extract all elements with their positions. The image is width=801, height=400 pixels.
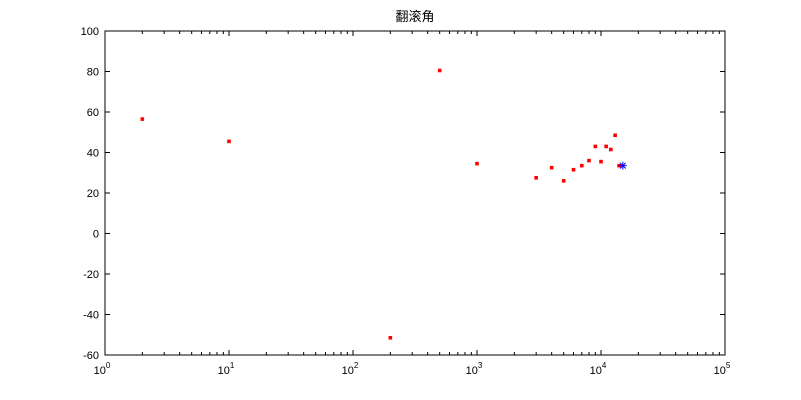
data-point xyxy=(475,161,479,166)
y-tick-label: 20 xyxy=(87,188,99,200)
x-tick-label: 101 xyxy=(218,361,235,377)
star-marker xyxy=(618,161,627,170)
data-point xyxy=(388,335,393,340)
y-tick-label: 80 xyxy=(87,67,99,79)
data-point xyxy=(437,68,442,73)
axis-tick-labels: -60 -40 -20 0 20 40 60 80 100 100 101 102 103 104 105 xyxy=(81,26,731,377)
y-tick-label: 60 xyxy=(87,107,99,119)
plot-area xyxy=(104,30,726,356)
data-point xyxy=(593,144,598,149)
data-point xyxy=(534,176,538,180)
y-tick-label: 100 xyxy=(81,26,99,38)
data-point xyxy=(609,147,613,152)
y-tick-label: 40 xyxy=(87,148,99,160)
data-point xyxy=(140,117,145,121)
data-point xyxy=(599,159,603,164)
data-point xyxy=(561,179,566,183)
data-points xyxy=(140,68,627,340)
y-tick-label: -20 xyxy=(83,269,99,281)
data-point xyxy=(571,167,576,172)
chart-title: 翻滚角 xyxy=(395,9,434,25)
x-tick-label: 100 xyxy=(94,361,111,377)
data-point xyxy=(227,139,231,144)
axis-ticks xyxy=(104,30,726,356)
y-tick-label: -60 xyxy=(83,350,99,362)
x-tick-label: 102 xyxy=(342,361,359,377)
data-point xyxy=(549,165,554,170)
data-point xyxy=(604,144,608,149)
data-point xyxy=(579,163,584,168)
data-point xyxy=(613,133,617,138)
y-tick-label: -40 xyxy=(83,310,99,322)
y-tick-label: 0 xyxy=(93,229,99,241)
x-tick-label: 103 xyxy=(466,361,483,377)
data-point xyxy=(587,158,591,163)
x-tick-label: 105 xyxy=(714,361,731,377)
x-tick-label: 104 xyxy=(590,361,607,377)
